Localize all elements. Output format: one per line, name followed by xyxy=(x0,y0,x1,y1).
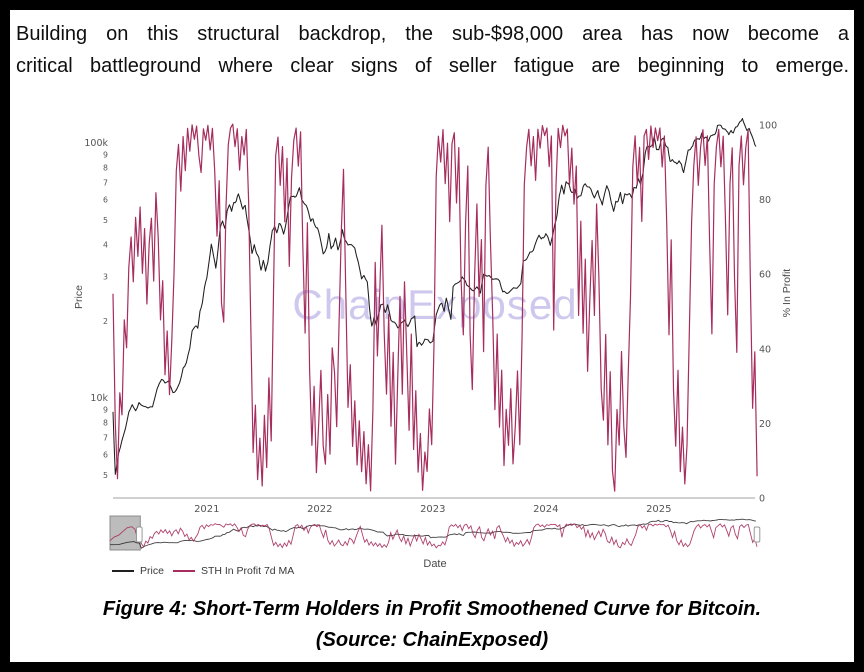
intro-paragraph: Building on this structural backdrop, th… xyxy=(16,18,849,82)
y-left-tick-label: 4 xyxy=(103,241,108,250)
x-tick-label: 2024 xyxy=(533,504,558,515)
caption-line-2: (Source: ChainExposed) xyxy=(315,629,549,651)
y-left-tick-label: 5 xyxy=(103,216,108,225)
y-left-tick-label: 5 xyxy=(103,471,108,480)
y-right-tick-label: 60 xyxy=(759,270,771,281)
intro-line-1: Building on this structural backdrop, th… xyxy=(16,23,849,45)
y-right-tick-label: 40 xyxy=(759,344,771,355)
sth-line-swatch xyxy=(172,570,195,572)
y-left-tick-label: 10k xyxy=(90,393,108,404)
content-panel xyxy=(10,10,854,662)
y-left-tick-label: 9 xyxy=(103,406,108,415)
y-right-axis-title: % In Profit xyxy=(781,268,793,318)
y-right-tick-label: 0 xyxy=(759,494,765,505)
y-left-axis-title: Price xyxy=(73,285,85,309)
figure-caption: Figure 4: Short-Term Holders in Profit S… xyxy=(10,594,854,656)
y-right-tick-label: 20 xyxy=(759,419,771,430)
y-left-tick-label: 2 xyxy=(103,317,108,326)
nav-right-handle[interactable] xyxy=(753,526,761,543)
chart-legend: Price STH In Profit 7d MA xyxy=(112,565,294,577)
price-line-swatch xyxy=(112,570,134,572)
caption-line-1: Figure 4: Short-Term Holders in Profit S… xyxy=(102,598,762,620)
y-right-tick-label: 80 xyxy=(759,195,771,206)
legend-label-sth: STH In Profit 7d MA xyxy=(200,565,295,577)
nav-sth-line xyxy=(109,523,758,549)
y-left-tick-label: 7 xyxy=(103,434,108,443)
y-left-tick-label: 7 xyxy=(103,179,108,188)
nav-price-line xyxy=(109,518,756,549)
y-right-tick-label: 100 xyxy=(759,121,777,132)
legend-item-price: Price xyxy=(112,565,164,577)
nav-left-handle[interactable] xyxy=(136,526,143,543)
y-left-tick-label: 3 xyxy=(103,272,108,281)
x-tick-label: 2021 xyxy=(194,504,219,515)
x-tick-label: 2023 xyxy=(420,504,445,515)
y-left-tick-label: 8 xyxy=(103,419,108,428)
chart-canvas: 100k 9 8 7 6 5 4 3 2 10k 9 8 7 6 5 100 80 60 40 20 0 2021 2022… xyxy=(84,117,777,551)
x-axis-title: Date xyxy=(423,558,447,570)
y-left-tick-label: 8 xyxy=(103,164,108,173)
legend-item-sth: STH In Profit 7d MA xyxy=(172,565,295,577)
x-tick-label: 2025 xyxy=(646,504,671,515)
y-left-tick-label: 6 xyxy=(103,196,108,205)
intro-line-2: critical battleground where clear signs … xyxy=(16,55,849,77)
legend-label-price: Price xyxy=(140,565,164,577)
sth-line xyxy=(112,123,758,492)
y-left-tick-label: 9 xyxy=(103,151,108,160)
price-line xyxy=(112,117,757,475)
y-left-tick-label: 100k xyxy=(84,138,108,149)
y-left-tick-label: 6 xyxy=(103,451,108,460)
x-tick-label: 2022 xyxy=(307,504,332,515)
